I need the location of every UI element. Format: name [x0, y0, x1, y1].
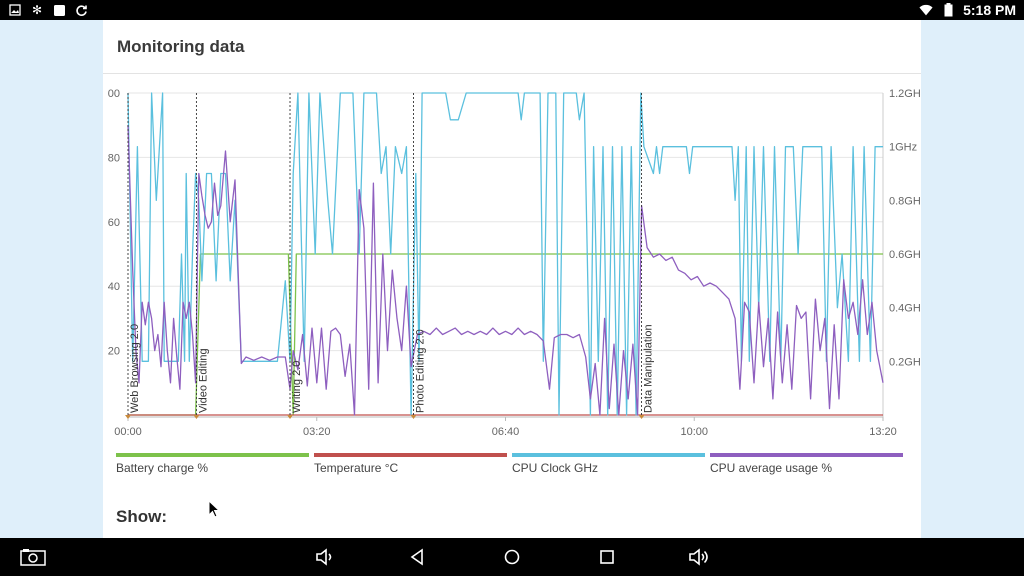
chart-svg: 00 80 60 40 20 1.2GH 1GHz 0.8GH 0.6GH 0.4GH 0.2GH 0…: [108, 88, 921, 438]
chart-legend: Battery charge % Temperature °C CPU Cloc…: [116, 453, 909, 477]
y-left-tick-label: 80: [108, 152, 120, 164]
y-left-tick-label: 00: [108, 88, 120, 100]
x-tick-label: 06:40: [492, 426, 520, 438]
monitoring-card: Monitoring data 00 80 60 40 20 1.2GH 1GHz 0.8GH…: [103, 20, 921, 538]
clock-time: 5:18 PM: [963, 2, 1016, 18]
snowflake-icon: ✻: [31, 3, 43, 17]
legend-item-cpu-usage[interactable]: CPU average usage %: [710, 453, 903, 477]
y-left-tick-label: 40: [108, 281, 120, 293]
y-left-tick-label: 20: [108, 346, 120, 358]
status-bar-left-icons: ✻: [8, 3, 88, 17]
x-tick-label: 10:00: [680, 426, 708, 438]
event-marker-arrow: [193, 415, 200, 419]
legend-item-cpu-clock[interactable]: CPU Clock GHz: [512, 453, 705, 477]
event-marker-label: Web Browsing 2.0: [129, 324, 141, 413]
square-icon: [52, 3, 66, 17]
recents-icon[interactable]: [592, 542, 622, 572]
legend-label-cpu-usage: CPU average usage %: [710, 461, 833, 475]
mouse-cursor-icon: [208, 499, 221, 523]
legend-label-battery: Battery charge %: [116, 461, 209, 475]
card-header: Monitoring data: [103, 20, 921, 74]
monitoring-chart: 00 80 60 40 20 1.2GH 1GHz 0.8GH 0.6GH 0.4GH 0.2GH 0…: [103, 20, 921, 538]
series-cpu-usage-line: [127, 125, 884, 416]
status-bar-right: 5:18 PM: [919, 2, 1016, 18]
x-tick-label: 03:20: [303, 426, 331, 438]
status-bar: ✻ 5:18 PM: [0, 0, 1024, 20]
legend-swatch-cpu-usage: [710, 453, 903, 457]
y-left-tick-label: 60: [108, 217, 120, 229]
back-icon[interactable]: [402, 542, 432, 572]
home-icon[interactable]: [497, 542, 527, 572]
wifi-icon: [919, 3, 933, 17]
image-icon: [8, 3, 22, 17]
legend-label-cpu-clock: CPU Clock GHz: [512, 461, 599, 475]
event-marker-label: Data Manipulation: [643, 324, 655, 413]
sync-icon: [74, 3, 88, 17]
event-marker-arrow: [287, 415, 294, 419]
legend-label-temperature: Temperature °C: [314, 461, 399, 475]
event-marker-arrow: [638, 415, 645, 419]
y-right-tick-label: 0.6GH: [889, 249, 921, 261]
battery-icon: [941, 3, 955, 17]
event-marker-arrow: [410, 415, 417, 419]
volume-down-icon[interactable]: [310, 542, 340, 572]
y-right-tick-label: 1.2GH: [889, 88, 921, 100]
y-right-tick-label: 0.4GH: [889, 303, 921, 315]
y-right-tick-label: 0.2GH: [889, 356, 921, 368]
legend-item-battery[interactable]: Battery charge %: [116, 453, 309, 477]
page-title: Monitoring data: [117, 37, 245, 56]
legend-item-temperature[interactable]: Temperature °C: [314, 453, 507, 477]
show-section-label: Show:: [116, 507, 167, 526]
y-right-tick-label: 1GHz: [889, 142, 917, 154]
event-marker-label: Video Editing: [197, 348, 209, 413]
x-tick-label: 13:20: [869, 426, 897, 438]
navigation-bar: [0, 538, 1024, 576]
event-marker-arrow: [125, 415, 131, 419]
y-right-tick-label: 0.8GH: [889, 195, 921, 207]
legend-swatch-battery: [116, 453, 309, 457]
screenshot-icon[interactable]: [18, 542, 48, 572]
event-marker-label: Photo Editing 2.0: [414, 329, 426, 413]
legend-swatch-cpu-clock: [512, 453, 705, 457]
volume-up-icon[interactable]: [684, 542, 714, 572]
event-marker-label: Writing 2.0: [291, 361, 303, 413]
legend-swatch-temperature: [314, 453, 507, 457]
x-tick-label: 00:00: [114, 426, 142, 438]
